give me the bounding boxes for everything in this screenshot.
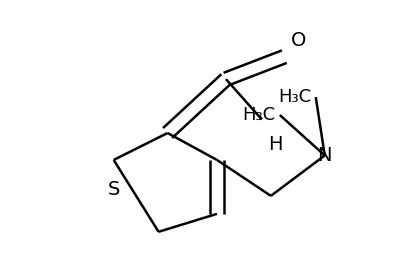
Text: H₃C: H₃C — [242, 106, 276, 124]
Text: N: N — [317, 146, 332, 165]
Text: S: S — [107, 180, 120, 199]
Text: H: H — [269, 135, 283, 154]
Text: H₃C: H₃C — [278, 88, 311, 106]
Text: O: O — [291, 31, 306, 50]
